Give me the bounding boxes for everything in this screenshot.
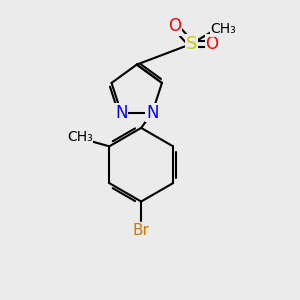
Text: N: N xyxy=(115,103,128,122)
Text: N: N xyxy=(146,103,159,122)
Text: CH₃: CH₃ xyxy=(211,22,236,36)
Text: O: O xyxy=(205,35,218,53)
Text: S: S xyxy=(185,35,197,53)
Text: CH₃: CH₃ xyxy=(67,130,93,145)
Text: Br: Br xyxy=(133,224,150,238)
Text: O: O xyxy=(169,17,182,35)
